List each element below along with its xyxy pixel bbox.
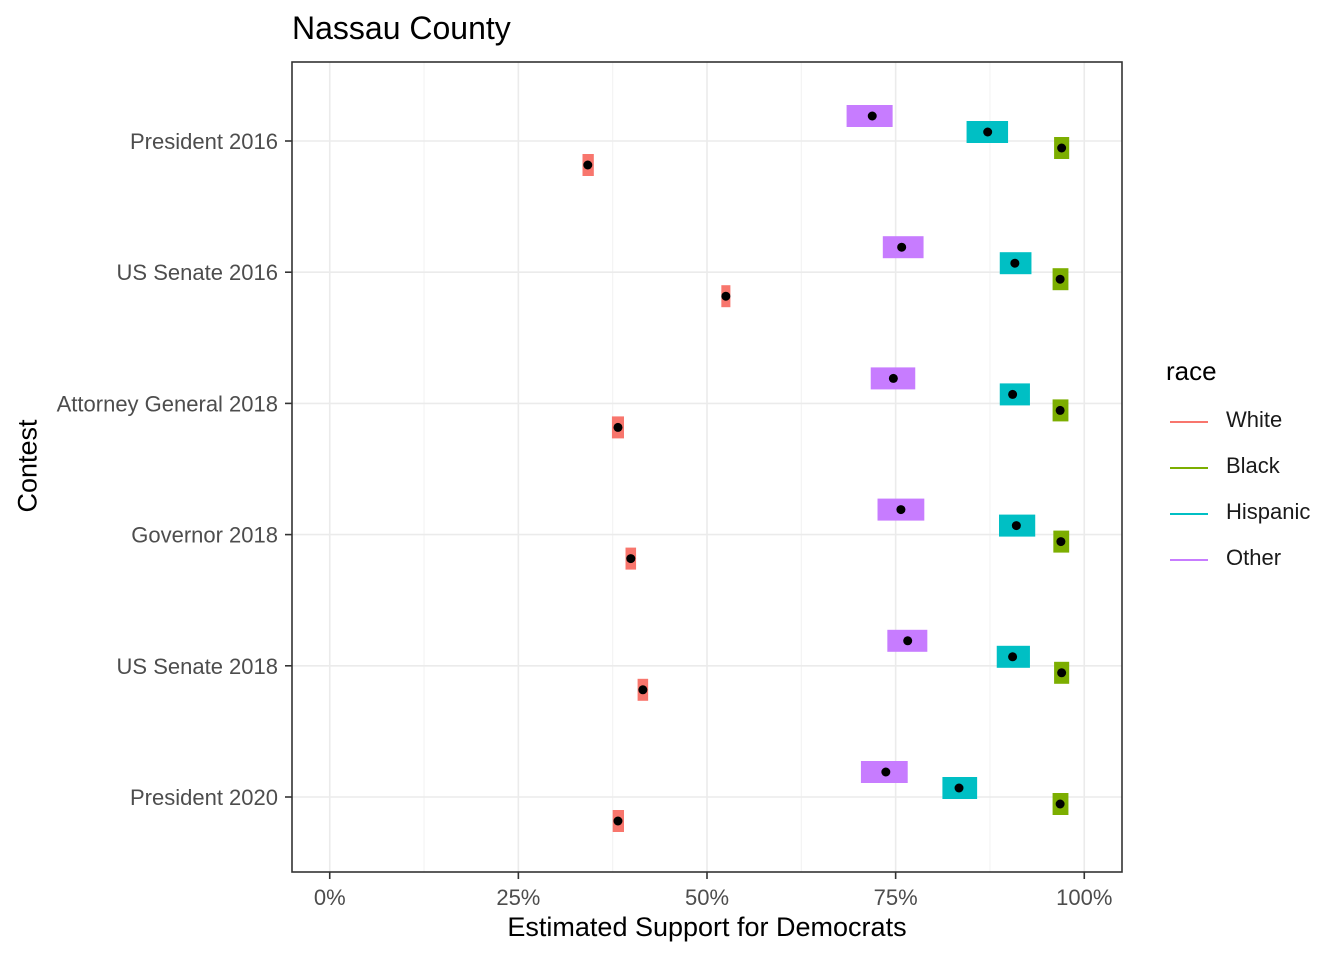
point-black [1055, 799, 1065, 809]
point-black [1057, 668, 1067, 678]
point-black [1055, 405, 1065, 415]
x-axis-label: Estimated Support for Democrats [507, 912, 907, 942]
chart-title: Nassau County [292, 10, 511, 46]
point-hispanic [1011, 521, 1021, 531]
legend-label: Other [1226, 545, 1282, 570]
point-hispanic [954, 783, 964, 793]
y-tick-label: President 2020 [130, 785, 278, 810]
point-white [613, 816, 623, 826]
point-hispanic [1008, 652, 1018, 662]
point-other [897, 242, 907, 252]
legend-label: Hispanic [1226, 499, 1311, 524]
point-white [613, 422, 623, 432]
legend-label: Black [1226, 453, 1280, 478]
legend-key [1170, 513, 1208, 515]
point-hispanic [1008, 389, 1018, 399]
x-tick-label: 100% [1056, 885, 1112, 910]
y-tick-label: Attorney General 2018 [57, 391, 278, 416]
x-tick-label: 50% [685, 885, 729, 910]
y-tick-label: US Senate 2016 [117, 260, 278, 285]
y-tick-label: Governor 2018 [131, 523, 278, 548]
point-black [1057, 143, 1067, 153]
legend-key [1170, 559, 1208, 561]
legend-title: race [1166, 356, 1217, 386]
point-white [626, 554, 636, 564]
y-axis-label: Contest [12, 419, 43, 513]
y-tick-label: US Senate 2018 [117, 654, 278, 679]
point-white [721, 291, 731, 301]
point-other [896, 505, 906, 515]
point-black [1056, 537, 1066, 547]
point-other [888, 373, 898, 383]
legend-item-black: Black [1168, 453, 1338, 483]
legend-key [1170, 467, 1208, 469]
point-other [903, 636, 913, 646]
point-other [881, 767, 891, 777]
point-white [638, 685, 648, 695]
point-hispanic [1010, 258, 1020, 268]
legend-item-other: Other [1168, 545, 1338, 575]
point-other [867, 111, 877, 121]
x-tick-label: 75% [874, 885, 918, 910]
point-hispanic [983, 127, 993, 137]
point-black [1055, 274, 1065, 284]
legend-item-white: White [1168, 407, 1338, 437]
legend-item-hispanic: Hispanic [1168, 499, 1338, 529]
legend-label: White [1226, 407, 1283, 432]
legend-key [1170, 421, 1208, 423]
y-tick-label: President 2016 [130, 129, 278, 154]
x-tick-label: 25% [496, 885, 540, 910]
point-white [583, 160, 593, 170]
x-tick-label: 0% [314, 885, 346, 910]
